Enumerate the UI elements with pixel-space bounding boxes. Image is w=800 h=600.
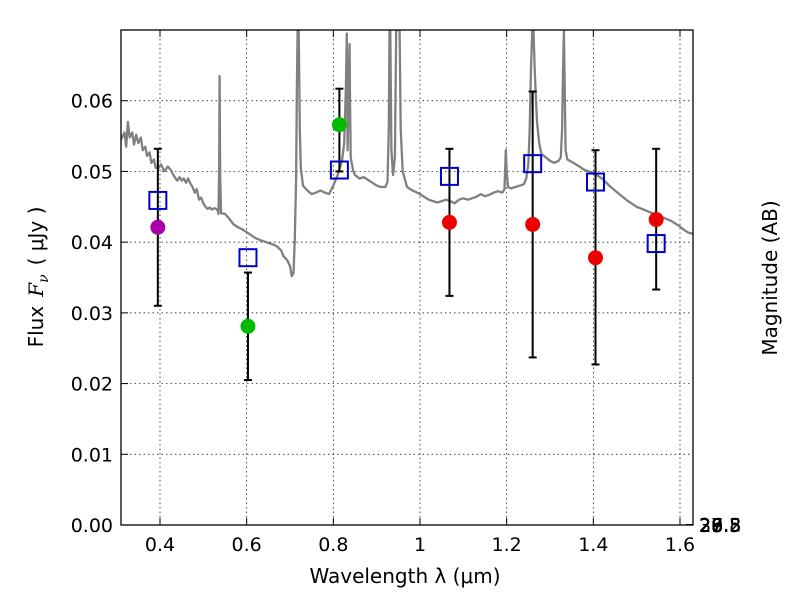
x-tick-label: 1 xyxy=(414,534,426,556)
y-tick-label: 0.02 xyxy=(71,374,113,396)
y2-axis-label: Magnitude (AB) xyxy=(758,200,782,355)
model-point xyxy=(329,160,349,180)
x-axis-label: Wavelength λ (μm) xyxy=(309,564,500,588)
observed-point xyxy=(588,250,603,266)
plot-frame xyxy=(120,29,694,526)
model-point xyxy=(523,154,543,174)
y-axis-label-unit: ( μJy ) xyxy=(24,207,48,266)
model-point xyxy=(646,234,666,254)
x-tick-label: 0.8 xyxy=(318,534,348,556)
y-tick-label: 0.04 xyxy=(71,232,113,254)
x-tick-label: 1.4 xyxy=(578,534,608,556)
y2-tick-label: 26.8 xyxy=(699,515,741,537)
x-tick-label: 0.6 xyxy=(232,534,262,556)
y-tick-label: 0.06 xyxy=(71,91,113,113)
y2-tick-label: 27.2 xyxy=(699,515,741,537)
y2-tick-label: 30 xyxy=(699,515,723,537)
observed-point xyxy=(648,212,664,228)
y-axis-label-symbol: F xyxy=(24,282,48,298)
y-tick-label: 0.00 xyxy=(71,515,113,537)
observed-point xyxy=(240,318,256,334)
y-tick-label: 0.03 xyxy=(71,303,113,325)
plot-area xyxy=(121,30,693,382)
y2-tick-label: 27.5 xyxy=(699,515,741,537)
y-axis-label: Flux Fν ( μJy ) xyxy=(24,207,52,348)
grid xyxy=(121,30,693,525)
y-tick-label: 0.01 xyxy=(71,444,113,466)
y2-tick-label: 28.5 xyxy=(699,515,741,537)
observed-point xyxy=(150,219,166,235)
observed-point xyxy=(525,216,541,232)
model-point xyxy=(148,190,168,210)
y2-tick-label: 29 xyxy=(699,515,723,537)
y-axis-label-prefix: Flux xyxy=(24,306,48,348)
model-point xyxy=(238,248,258,268)
model-point xyxy=(586,172,605,192)
template-spectrum-line xyxy=(121,30,693,278)
y2-tick-label: 27 xyxy=(699,515,723,537)
y-axis-label-subscript: ν xyxy=(36,274,52,283)
model-point xyxy=(439,166,459,186)
y-tick-label: 0.05 xyxy=(71,161,113,183)
observed-point xyxy=(441,214,457,230)
axis-ticks: 0.4 0.6 0.8 1 1.2 1.4 1.6 0.00 0.01 0.02 0.03 0.04 0… xyxy=(71,30,741,556)
x-tick-label: 0.4 xyxy=(145,534,175,556)
x-tick-label: 1.6 xyxy=(665,534,695,556)
observed-point xyxy=(331,117,347,133)
x-tick-label: 1.2 xyxy=(492,534,522,556)
y2-tick-label: 28 xyxy=(699,515,723,537)
